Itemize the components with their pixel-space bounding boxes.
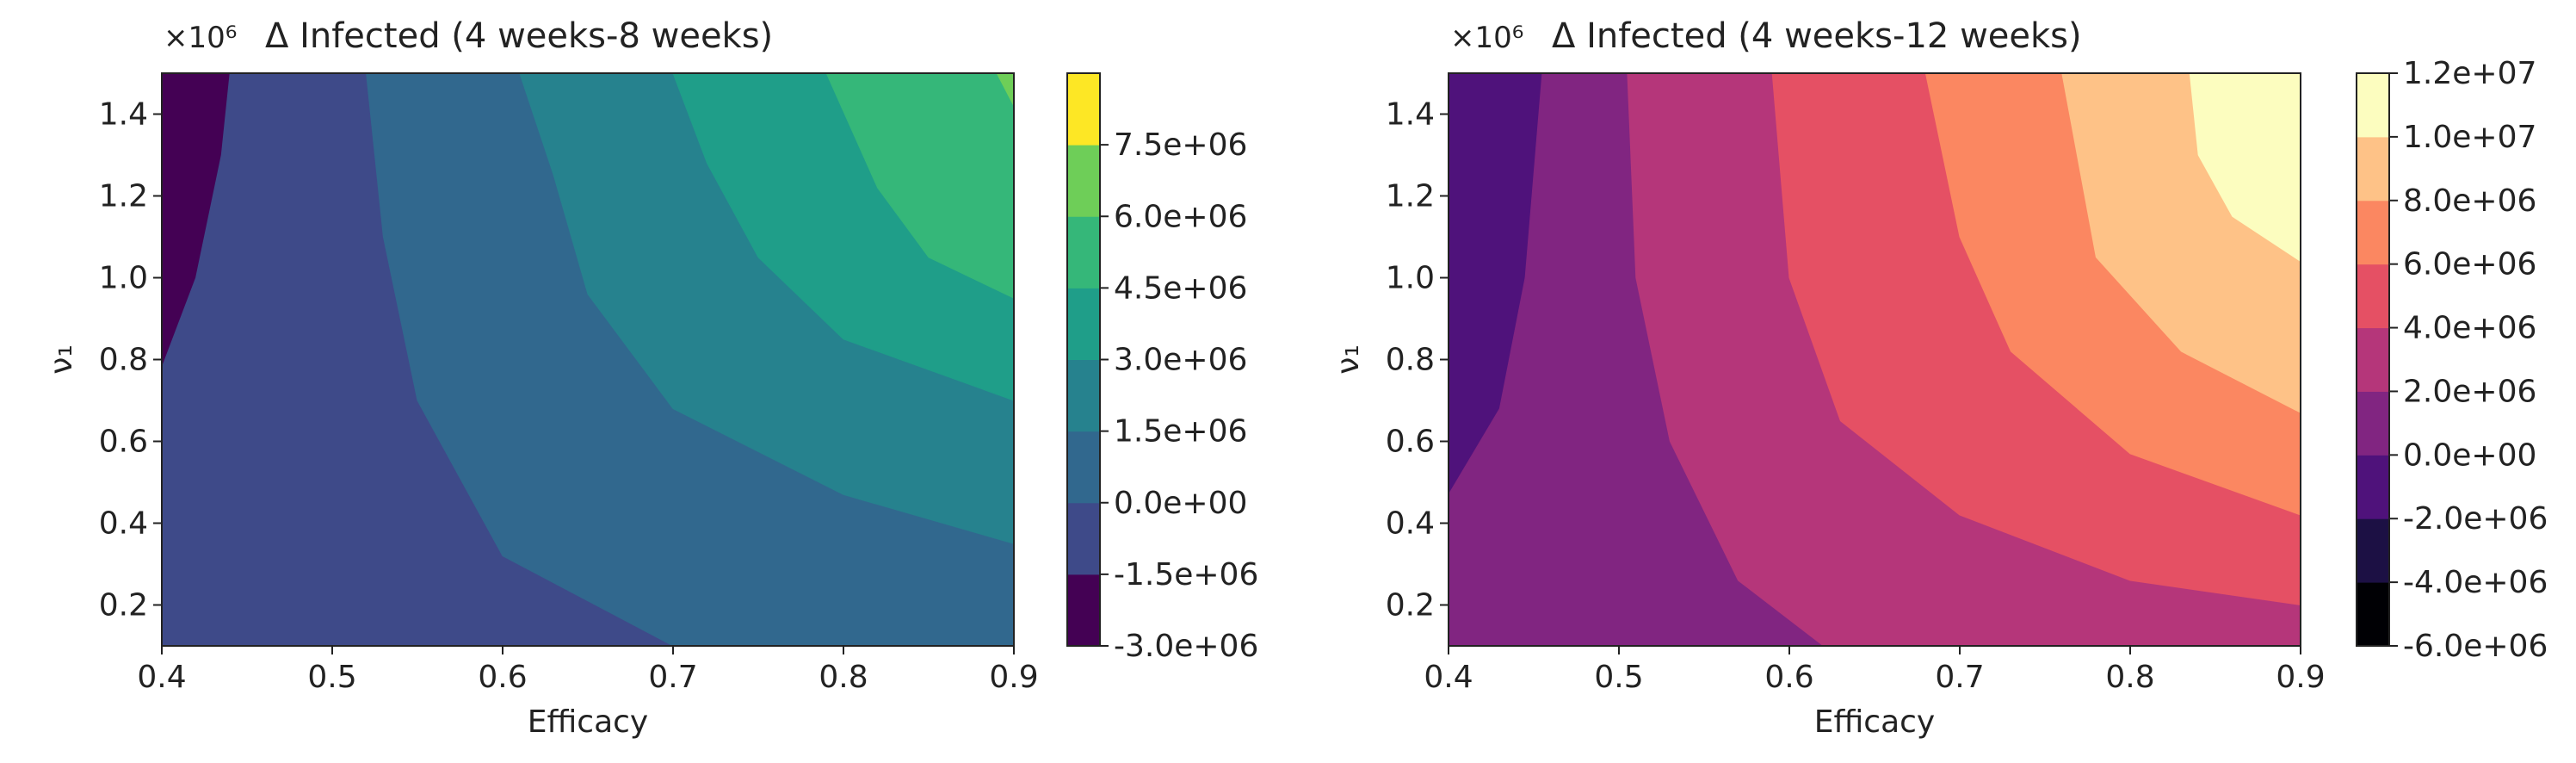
x-tick-label: 0.5: [1594, 660, 1643, 695]
colorbar-tick-label: -3.0e+06: [1114, 629, 1258, 664]
colorbar-tick-label: 1.2e+07: [2403, 56, 2536, 91]
contour-plot-right: 0.4 0.5 0.6 0.7 0.8 0.9 0.2 0.4 0.6 0.8 1.0 1.2 1.4 E…: [1331, 16, 2548, 740]
y-tick-label: 0.8: [1386, 343, 1435, 378]
colorbar-segment: [2357, 264, 2389, 329]
colorbar-segment: [2357, 327, 2389, 392]
colorbar-segment: [1067, 574, 1100, 647]
x-tick-label: 0.7: [648, 660, 697, 695]
colorbar-tick-label: 6.0e+06: [2403, 247, 2536, 282]
contour-band: [996, 73, 1014, 108]
colorbar-tick-label: -6.0e+06: [2403, 629, 2548, 664]
x-tick-label: 0.4: [1424, 660, 1473, 695]
y-tick-label: 1.0: [99, 261, 148, 296]
colorbar-tick-label: -1.5e+06: [1114, 557, 1258, 592]
colorbar-segment: [1067, 431, 1100, 504]
y-tick-label: 0.2: [1386, 588, 1435, 623]
colorbar-tick-label: 1.0e+07: [2403, 120, 2536, 155]
contour-fills: [162, 73, 1014, 646]
colorbar-tick-label: 2.0e+06: [2403, 374, 2536, 409]
x-tick-label: 0.8: [2105, 660, 2154, 695]
y-axis-label: ν₁: [1331, 344, 1366, 375]
x-tick-label: 0.8: [819, 660, 868, 695]
colorbar-segment: [2357, 582, 2389, 647]
y-tick-label: 0.6: [99, 425, 148, 460]
y-tick-label: 0.2: [99, 588, 148, 623]
colorbar-segment: [2357, 136, 2389, 202]
colorbar-segment: [1067, 288, 1100, 360]
colorbar-tick-label: 3.0e+06: [1114, 343, 1247, 378]
colorbar-tick-label: 4.0e+06: [2403, 311, 2536, 346]
colorbar-tick-label: -2.0e+06: [2403, 501, 2548, 537]
colorbar-tick-label: 4.5e+06: [1114, 270, 1247, 306]
colorbar-tick-label: 7.5e+06: [1114, 127, 1247, 163]
colorbar-tick-label: 1.5e+06: [1114, 414, 1247, 450]
x-tick-label: 0.9: [2276, 660, 2325, 695]
y-tick-label: 0.4: [99, 506, 148, 542]
colorbar-tick-label: 8.0e+06: [2403, 183, 2536, 219]
colorbar-tick-label: 6.0e+06: [1114, 199, 1247, 234]
colorbar-segment: [2357, 200, 2389, 265]
x-tick-label: 0.9: [989, 660, 1038, 695]
colorbar-segment: [1067, 73, 1100, 146]
colorbar-segment: [2357, 455, 2389, 519]
x-axis-label: Efficacy: [1814, 704, 1936, 740]
x-axis-label: Efficacy: [528, 704, 649, 740]
x-tick-label: 0.6: [478, 660, 527, 695]
x-tick-label: 0.4: [137, 660, 186, 695]
colorbar-segment: [1067, 359, 1100, 432]
colorbar-segment: [1067, 216, 1100, 288]
x-tick-label: 0.6: [1764, 660, 1813, 695]
x-tick-label: 0.7: [1935, 660, 1984, 695]
chart-title: Δ Infected (4 weeks-12 weeks): [1552, 16, 2082, 56]
y-tick-label: 1.0: [1386, 261, 1435, 296]
y-tick-label: 1.2: [99, 179, 148, 214]
contour-fills: [1449, 73, 2301, 646]
x-tick-label: 0.5: [307, 660, 356, 695]
contour-plot-left: 0.4 0.5 0.6 0.7 0.8 0.9 0.2 0.4 0.6 0.8 1.0 1.2 1.4 E…: [44, 16, 1258, 740]
colorbar-segment: [1067, 145, 1100, 217]
y-tick-label: 1.4: [1386, 97, 1435, 133]
colorbar-tick-label: 0.0e+00: [2403, 437, 2536, 473]
colorbar-segment: [2357, 518, 2389, 583]
colorbar-tick-label: -4.0e+06: [2403, 565, 2548, 600]
y-tick-label: 0.4: [1386, 506, 1435, 542]
colorbar-tick-label: 0.0e+00: [1114, 486, 1247, 521]
contour-band: [2189, 73, 2301, 262]
y-tick-label: 0.6: [1386, 425, 1435, 460]
colorbar-segment: [2357, 391, 2389, 456]
y-axis-label: ν₁: [44, 344, 79, 375]
colorbar-frame: [2356, 72, 2390, 647]
chart-title: Δ Infected (4 weeks-8 weeks): [265, 16, 773, 56]
contour-band: [825, 73, 1014, 299]
colorbar-segment: [1067, 502, 1100, 575]
axis-multiplier: ×10⁶: [164, 21, 237, 55]
y-tick-label: 1.4: [99, 97, 148, 133]
y-tick-label: 0.8: [99, 343, 148, 378]
y-tick-label: 1.2: [1386, 179, 1435, 214]
axis-multiplier: ×10⁶: [1450, 21, 1523, 55]
colorbar-segment: [2357, 73, 2389, 138]
